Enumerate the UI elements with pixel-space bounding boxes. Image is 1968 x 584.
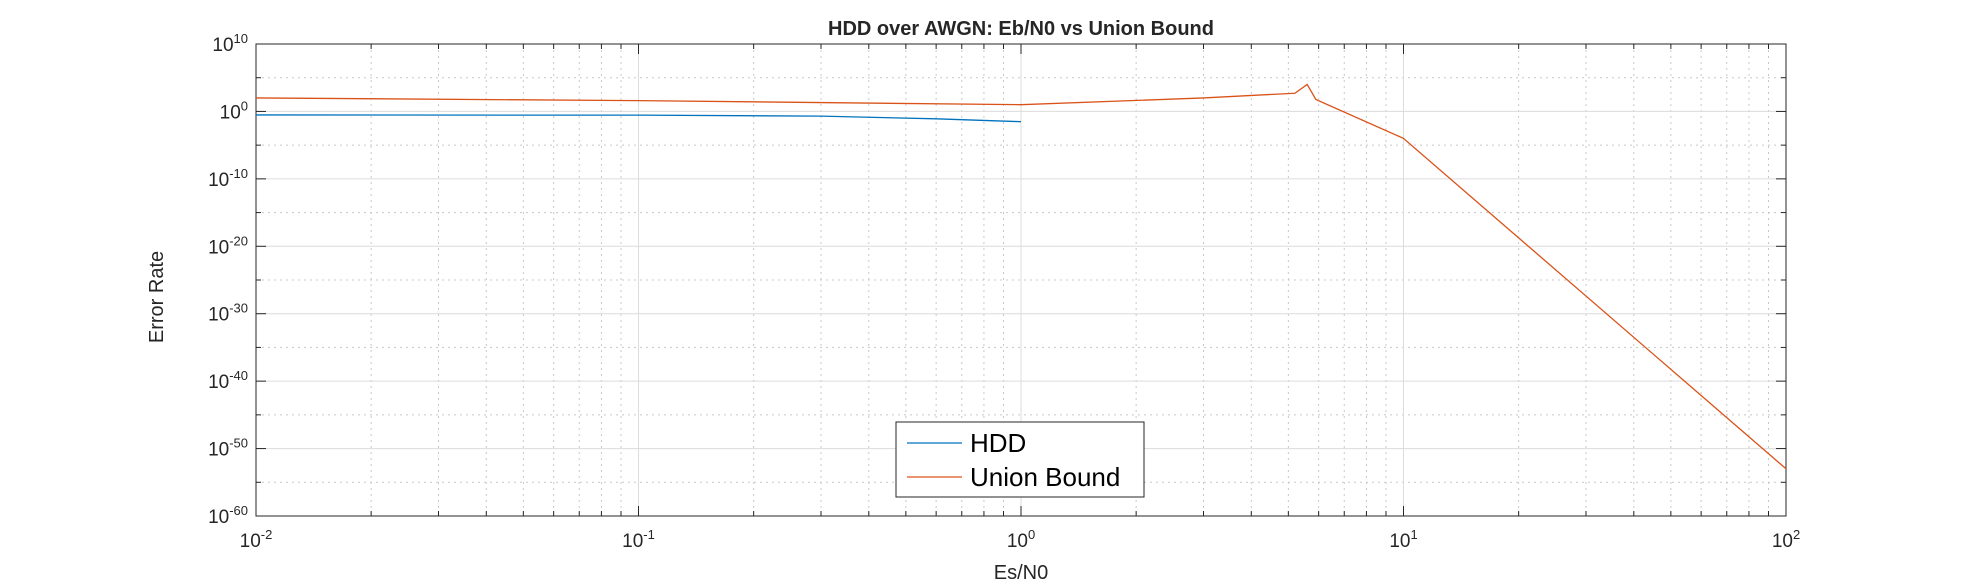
legend-label-hdd: HDD [970, 428, 1026, 458]
y-tick-label: 100 [220, 98, 248, 123]
x-tick-label: 10-2 [240, 527, 273, 552]
y-tick-label: 10-50 [208, 436, 248, 461]
y-tick-label: 1010 [212, 31, 248, 56]
series-lines [255, 83, 1787, 470]
y-tick-label: 10-60 [208, 503, 248, 528]
legend-label-union-bound: Union Bound [970, 462, 1120, 492]
y-tick-label: 10-30 [208, 301, 248, 326]
chart-title: HDD over AWGN: Eb/N0 vs Union Bound [828, 18, 1214, 40]
y-tick-label: 10-10 [208, 166, 248, 191]
legend-box [895, 421, 1145, 498]
grid [255, 43, 1787, 517]
x-axis-label: Es/N0 [994, 562, 1048, 584]
axis-ticks: 10-2 10-1 100 101 102 1010 100 10-10 10-20 10-30 1… [208, 31, 1800, 552]
x-tick-label: 102 [1772, 527, 1800, 552]
y-tick-label: 10-40 [208, 368, 248, 393]
legend: HDD Union Bound [895, 421, 1145, 498]
x-tick-label: 100 [1007, 527, 1035, 552]
series-line-union-bound [255, 83, 1787, 470]
series-line-hdd [255, 114, 1022, 123]
x-tick-label: 10-1 [622, 527, 655, 552]
x-tick-label: 101 [1389, 527, 1417, 552]
y-axis-label: Error Rate [146, 251, 168, 343]
y-tick-label: 10-20 [208, 233, 248, 258]
